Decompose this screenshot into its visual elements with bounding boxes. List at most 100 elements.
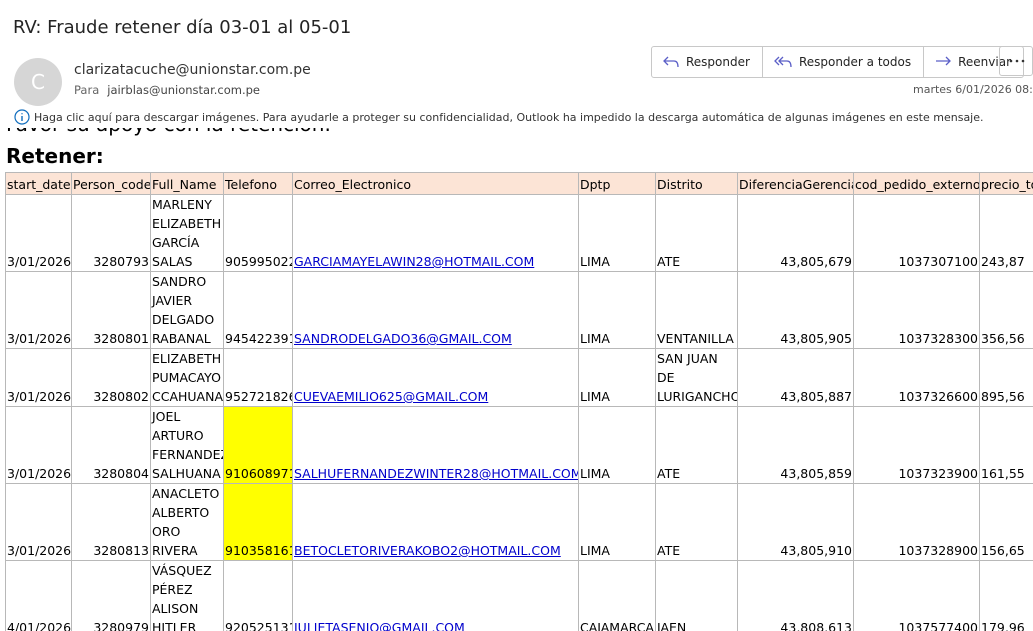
table-cell: MARLENY ELIZABETH GARCÍA SALAS: [150, 194, 224, 272]
forward-icon: [936, 56, 952, 66]
column-header: DiferenciaGerencia: [737, 172, 854, 195]
table-cell: 179,96: [979, 560, 1033, 631]
table-cell: 43,805,910: [737, 483, 854, 561]
table-cell: VÁSQUEZ PÉREZ ALISON HITLER: [150, 560, 224, 631]
table-row: 3/01/2026 3280813 ANACLETO ALBERTO ORO RIV…: [5, 483, 1033, 561]
table-cell: 3280802: [71, 348, 151, 407]
table-cell: SAN JUAN DE LURIGANCHO: [655, 348, 738, 407]
table-cell: 910358161: [223, 483, 293, 561]
more-button[interactable]: [999, 46, 1033, 76]
table-cell: ATE: [655, 194, 738, 272]
table-cell: 161,55: [979, 406, 1033, 484]
table-cell: ELIZABETH PUMACAYO CCAHUANA: [150, 348, 224, 407]
table-row: 4/01/2026 3280979 VÁSQUEZ PÉREZ ALISON HIT…: [5, 560, 1033, 631]
more-icon: [1009, 59, 1025, 63]
table-row: 3/01/2026 3280804 JOEL ARTURO FERNANDEZ SA…: [5, 406, 1033, 484]
table-cell: 905995022: [223, 194, 293, 272]
to-label: Para: [74, 83, 100, 97]
table-cell: JOEL ARTURO FERNANDEZ SALHUANA: [150, 406, 224, 484]
column-header: Dptp: [578, 172, 656, 195]
table-cell: 3280979: [71, 560, 151, 631]
reply-all-icon: [774, 56, 792, 68]
column-header: Correo_Electronico: [292, 172, 579, 195]
table-row: 3/01/2026 3280802 ELIZABETH PUMACAYO CCAHU…: [5, 348, 1033, 407]
table-cell: 3/01/2026: [5, 406, 72, 484]
to-address[interactable]: jairblas@unionstar.com.pe: [107, 83, 261, 97]
table-cell: 43,805,905: [737, 271, 854, 349]
table-cell: JAEN: [655, 560, 738, 631]
column-header: Full_Name: [150, 172, 224, 195]
table-cell: 3/01/2026: [5, 348, 72, 407]
body-heading: Retener:: [6, 144, 104, 168]
table-cell: 910608971: [223, 406, 293, 484]
action-bar: Responder Responder a todos Reenviar: [651, 46, 1025, 78]
email-link[interactable]: BETOCLETORIVERAKOBO2@HOTMAIL.COM: [294, 543, 561, 558]
email-link[interactable]: SANDRODELGADO36@GMAIL.COM: [294, 331, 512, 346]
table-cell: 43,805,859: [737, 406, 854, 484]
table-cell: 3/01/2026: [5, 483, 72, 561]
table-cell: LIMA: [578, 271, 656, 349]
info-icon: [14, 109, 30, 125]
table-cell: LIMA: [578, 348, 656, 407]
table-cell: ATE: [655, 483, 738, 561]
table-cell: LIMA: [578, 194, 656, 272]
table-cell: 3280801: [71, 271, 151, 349]
table-cell: 945422391: [223, 271, 293, 349]
table-cell: CUEVAEMILIO625@GMAIL.COM: [292, 348, 579, 407]
table-cell: LIMA: [578, 406, 656, 484]
table-cell: 1037326600: [853, 348, 980, 407]
table-cell: 1037328900: [853, 483, 980, 561]
table-cell: 156,65: [979, 483, 1033, 561]
email-link[interactable]: GARCIAMAYELAWIN28@HOTMAIL.COM: [294, 254, 535, 269]
banner-text: Haga clic aquí para descargar imágenes. …: [34, 110, 984, 124]
sent-date: martes 6/01/2026 08:36: [913, 83, 1033, 96]
table-cell: ATE: [655, 406, 738, 484]
column-header: Person_code: [71, 172, 151, 195]
forward-button[interactable]: Reenviar: [924, 47, 1023, 77]
table-cell: BETOCLETORIVERAKOBO2@HOTMAIL.COM: [292, 483, 579, 561]
table-cell: 1037328300: [853, 271, 980, 349]
table-cell: 43,805,679: [737, 194, 854, 272]
table-cell: 1037577400: [853, 560, 980, 631]
table-cell: 1037323900: [853, 406, 980, 484]
header-row: start_date Person_code Full_Name Telefono Co…: [5, 172, 1033, 195]
column-header: Distrito: [655, 172, 738, 195]
table-cell: 243,87: [979, 194, 1033, 272]
email-link[interactable]: JULIETASENJO@GMAIL.COM: [294, 620, 465, 631]
subject: RV: Fraude retener día 03-01 al 05-01: [13, 17, 352, 38]
table-body: 3/01/2026 3280793 MARLENY ELIZABETH GARCÍA…: [5, 194, 1033, 631]
recipient: Para jairblas@unionstar.com.pe: [74, 83, 260, 97]
table-cell: 3280813: [71, 483, 151, 561]
table-cell: 895,56: [979, 348, 1033, 407]
table-cell: SANDRODELGADO36@GMAIL.COM: [292, 271, 579, 349]
forward-label: Reenviar: [958, 55, 1012, 69]
sender[interactable]: clarizatacuche@unionstar.com.pe: [74, 62, 311, 78]
table-cell: 3/01/2026: [5, 194, 72, 272]
column-header: cod_pedido_externo: [853, 172, 980, 195]
table-cell: VENTANILLA: [655, 271, 738, 349]
email-link[interactable]: SALHUFERNANDEZWINTER28@HOTMAIL.COM: [294, 466, 579, 481]
table-cell: JULIETASENJO@GMAIL.COM: [292, 560, 579, 631]
table-cell: 3280793: [71, 194, 151, 272]
info-banner[interactable]: Haga clic aquí para descargar imágenes. …: [0, 106, 1033, 128]
table-cell: 952721826: [223, 348, 293, 407]
column-header: precio_total: [979, 172, 1033, 195]
reply-button[interactable]: Responder: [652, 47, 763, 77]
table-cell: CAJAMARCA: [578, 560, 656, 631]
table-cell: SALHUFERNANDEZWINTER28@HOTMAIL.COM: [292, 406, 579, 484]
table-cell: 1037307100: [853, 194, 980, 272]
avatar: C: [14, 58, 62, 106]
email-link[interactable]: CUEVAEMILIO625@GMAIL.COM: [294, 389, 489, 404]
reply-all-button[interactable]: Responder a todos: [763, 47, 925, 77]
table-cell: 920525131: [223, 560, 293, 631]
table-cell: 356,56: [979, 271, 1033, 349]
table-cell: SANDRO JAVIER DELGADO RABANAL: [150, 271, 224, 349]
table-cell: 43,808,613: [737, 560, 854, 631]
table-cell: GARCIAMAYELAWIN28@HOTMAIL.COM: [292, 194, 579, 272]
table-cell: 4/01/2026: [5, 560, 72, 631]
table-cell: 3280804: [71, 406, 151, 484]
table-cell: 43,805,887: [737, 348, 854, 407]
table-row: 3/01/2026 3280793 MARLENY ELIZABETH GARCÍA…: [5, 194, 1033, 272]
reply-all-label: Responder a todos: [798, 55, 912, 69]
